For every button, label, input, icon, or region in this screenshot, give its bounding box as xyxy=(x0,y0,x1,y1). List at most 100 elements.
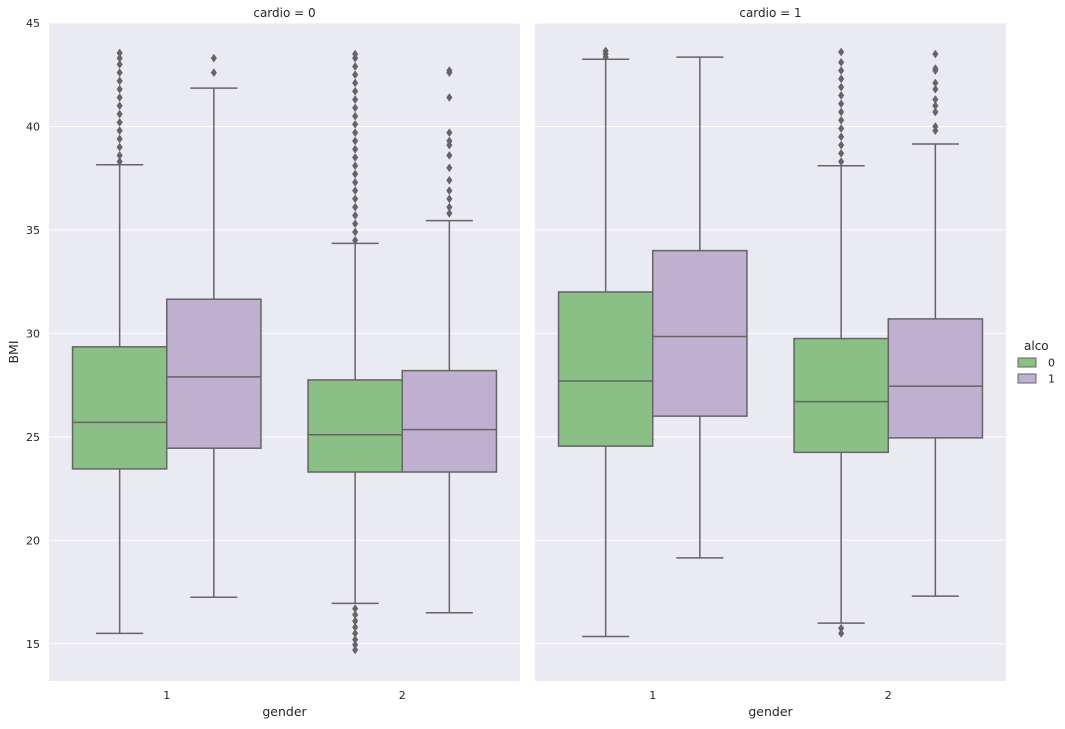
y-tick-label: 30 xyxy=(26,327,40,340)
outlier-point xyxy=(838,74,845,84)
x-tick-label: 1 xyxy=(163,689,170,702)
legend-swatch-1 xyxy=(1017,373,1037,384)
outlier-point xyxy=(352,177,359,187)
outlier-point xyxy=(116,142,123,152)
outlier-point xyxy=(838,47,845,57)
outlier-point xyxy=(352,144,359,154)
outlier-point xyxy=(116,93,123,102)
box-group xyxy=(557,46,654,638)
outlier-point xyxy=(352,169,359,179)
outlier-point xyxy=(446,128,453,138)
outlier-point xyxy=(352,194,359,204)
outlier-point xyxy=(116,76,123,86)
outlier-point xyxy=(116,101,123,111)
box-group xyxy=(307,49,403,655)
outlier-point xyxy=(838,99,845,109)
outlier-point xyxy=(446,202,453,212)
y-axis-label: BMI xyxy=(6,340,21,363)
outlier-point xyxy=(838,115,845,125)
outlier-point xyxy=(838,66,845,76)
box-group xyxy=(71,48,168,635)
x-tick-label: 2 xyxy=(399,689,406,702)
box-group xyxy=(401,66,498,614)
outlier-point xyxy=(210,68,217,78)
y-tick-label: 40 xyxy=(26,120,40,133)
box-iqr xyxy=(652,249,748,417)
box-iqr xyxy=(401,369,498,473)
outlier-point xyxy=(352,235,359,245)
outlier-point xyxy=(352,136,359,146)
outlier-point xyxy=(446,194,453,204)
outlier-point xyxy=(932,101,939,111)
outlier-point xyxy=(352,210,359,220)
outlier-point xyxy=(446,208,453,218)
outlier-point xyxy=(932,107,939,117)
outlier-point xyxy=(352,111,359,121)
y-tick-label: 15 xyxy=(26,638,40,651)
outlier-point xyxy=(352,186,359,196)
outlier-point xyxy=(838,57,845,67)
x-tick-label: 2 xyxy=(885,689,892,702)
legend-title: alco xyxy=(1024,339,1049,353)
outlier-point xyxy=(838,148,845,158)
outlier-point xyxy=(932,84,939,94)
x-axis-label: gender xyxy=(262,704,307,719)
outlier-point xyxy=(116,126,123,136)
outlier-point xyxy=(116,134,123,144)
outlier-point xyxy=(932,78,939,88)
outlier-point xyxy=(838,124,845,133)
outlier-point xyxy=(932,49,939,59)
outlier-point xyxy=(932,64,939,73)
outlier-point xyxy=(116,150,123,160)
facet-title: cardio = 0 xyxy=(253,6,315,20)
outlier-point xyxy=(838,82,845,92)
outlier-point xyxy=(446,93,453,102)
outlier-point xyxy=(446,66,453,76)
outlier-point xyxy=(838,90,845,100)
box-group xyxy=(652,56,748,559)
outlier-point xyxy=(116,48,123,58)
outlier-point xyxy=(352,128,359,138)
x-axis-label: gender xyxy=(748,704,793,719)
outlier-point xyxy=(446,186,453,196)
legend-swatch-0 xyxy=(1017,357,1037,368)
outlier-point xyxy=(116,117,123,127)
box-iqr xyxy=(887,318,984,439)
outlier-point xyxy=(352,202,359,212)
outlier-point xyxy=(352,62,359,71)
outlier-point xyxy=(352,161,359,171)
outlier-point xyxy=(352,153,359,162)
box-group xyxy=(166,53,262,598)
y-tick-label: 20 xyxy=(26,534,40,547)
outlier-point xyxy=(352,103,359,113)
outlier-point xyxy=(116,157,123,167)
outlier-point xyxy=(352,95,359,104)
legend-label-0: 0 xyxy=(1048,357,1055,370)
outlier-point xyxy=(932,95,939,104)
outlier-point xyxy=(352,70,359,80)
x-tick-label: 1 xyxy=(649,689,656,702)
outlier-point xyxy=(446,136,453,146)
outlier-point xyxy=(116,68,123,78)
outlier-point xyxy=(116,109,123,119)
outlier-point xyxy=(932,122,939,131)
box-group xyxy=(793,47,889,638)
outlier-point xyxy=(352,78,359,88)
y-tick-label: 45 xyxy=(26,17,40,30)
y-tick-label: 25 xyxy=(26,431,40,444)
outlier-point xyxy=(838,132,845,142)
outlier-point xyxy=(602,46,609,56)
outlier-point xyxy=(446,150,453,160)
outlier-point xyxy=(116,59,123,69)
y-tick-label: 35 xyxy=(26,224,40,237)
box-iqr xyxy=(793,337,889,454)
outlier-point xyxy=(838,107,845,117)
facet-title: cardio = 1 xyxy=(739,6,801,20)
box-iqr xyxy=(71,346,168,470)
outlier-point xyxy=(352,227,359,237)
outlier-point xyxy=(352,49,359,59)
outlier-point xyxy=(446,163,453,173)
outlier-point xyxy=(116,53,123,63)
